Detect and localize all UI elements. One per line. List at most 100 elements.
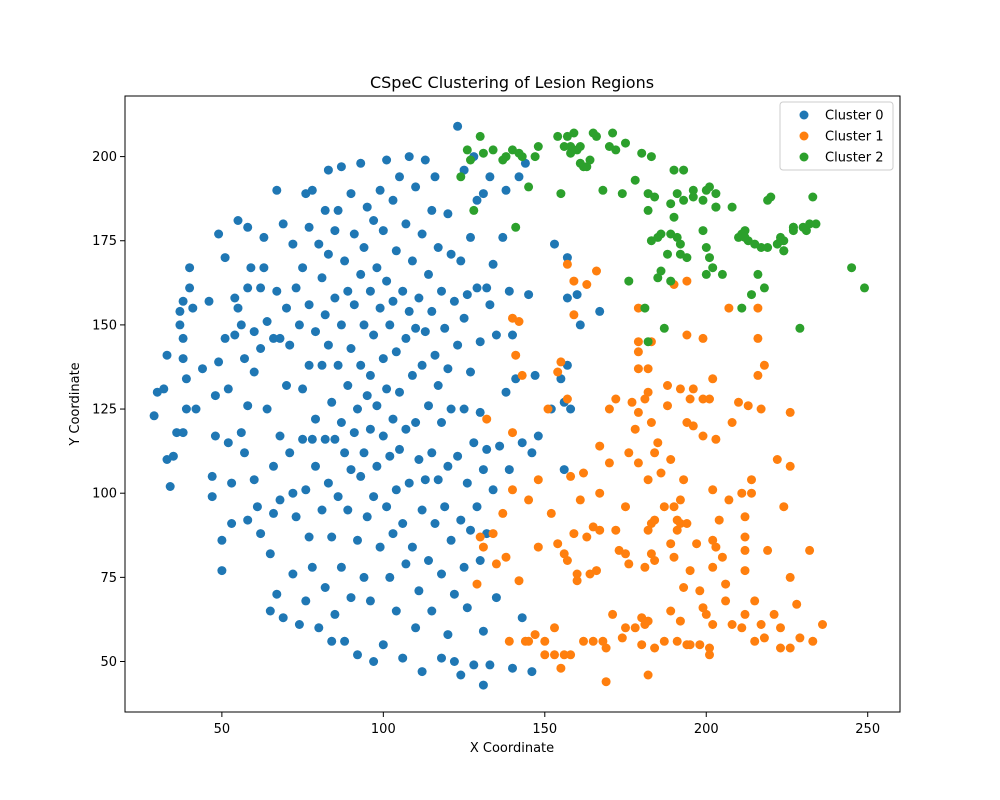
cluster-2-point xyxy=(711,202,721,212)
cluster-0-point xyxy=(362,202,372,212)
cluster-1-point xyxy=(653,438,663,448)
cluster-0-point xyxy=(178,354,188,364)
cluster-0-point xyxy=(372,401,382,411)
cluster-1-point xyxy=(556,663,566,673)
cluster-2-point xyxy=(640,303,650,313)
cluster-1-point xyxy=(805,545,815,555)
cluster-0-point xyxy=(433,243,443,252)
cluster-0-point xyxy=(178,296,188,306)
cluster-2-point xyxy=(701,243,711,252)
cluster-1-point xyxy=(737,623,747,633)
cluster-0-point xyxy=(404,478,414,488)
cluster-0-point xyxy=(288,488,298,498)
cluster-1-point xyxy=(750,636,760,646)
cluster-0-point xyxy=(388,529,398,539)
cluster-0-point xyxy=(475,556,485,565)
cluster-0-point xyxy=(304,222,314,232)
cluster-0-point xyxy=(349,300,359,310)
cluster-0-point xyxy=(472,195,482,205)
cluster-2-point xyxy=(672,232,682,242)
cluster-0-point xyxy=(191,404,201,414)
cluster-1-point xyxy=(533,475,543,485)
cluster-0-point xyxy=(311,461,320,471)
cluster-0-point xyxy=(323,478,333,488)
cluster-0-point xyxy=(485,660,495,670)
cluster-1-point xyxy=(562,556,572,565)
cluster-0-point xyxy=(353,535,362,545)
cluster-1-point xyxy=(633,407,643,417)
cluster-2-point xyxy=(682,253,692,263)
cluster-0-point xyxy=(437,653,446,663)
cluster-1-point xyxy=(595,488,605,498)
cluster-1-point xyxy=(747,488,756,498)
cluster-0-point xyxy=(168,451,178,461)
cluster-1-point xyxy=(524,495,534,505)
cluster-1-point xyxy=(717,552,727,562)
cluster-0-point xyxy=(243,515,253,525)
cluster-1-point xyxy=(559,549,569,559)
cluster-0-point xyxy=(330,226,340,236)
cluster-0-point xyxy=(462,603,472,613)
cluster-0-point xyxy=(424,269,433,279)
cluster-1-point xyxy=(698,394,708,404)
cluster-2-point xyxy=(621,138,630,148)
cluster-1-point xyxy=(740,512,750,522)
cluster-0-point xyxy=(407,370,417,380)
cluster-0-point xyxy=(301,485,311,495)
cluster-0-point xyxy=(262,317,272,326)
cluster-0-point xyxy=(314,623,324,633)
cluster-0-point xyxy=(365,596,375,606)
cluster-0-point xyxy=(356,269,366,279)
cluster-0-point xyxy=(346,189,356,199)
cluster-0-point xyxy=(388,195,398,205)
cluster-0-point xyxy=(243,222,253,232)
cluster-1-point xyxy=(550,623,559,633)
cluster-0-point xyxy=(466,367,475,377)
cluster-2-point xyxy=(517,152,527,162)
cluster-1-point xyxy=(721,596,731,606)
cluster-0-point xyxy=(517,613,527,623)
cluster-1-point xyxy=(643,525,653,535)
cluster-1-point xyxy=(779,502,789,512)
cluster-0-point xyxy=(382,502,392,512)
cluster-2-point xyxy=(524,182,534,192)
cluster-0-point xyxy=(440,502,450,512)
cluster-0-point xyxy=(323,165,333,175)
cluster-1-point xyxy=(491,559,501,569)
cluster-1-point xyxy=(753,303,763,313)
y-tick-label: 100 xyxy=(92,487,117,502)
y-tick-label: 50 xyxy=(100,655,117,670)
cluster-1-point xyxy=(698,431,708,441)
cluster-0-point xyxy=(207,471,217,481)
cluster-2-point xyxy=(643,337,653,347)
cluster-0-point xyxy=(378,431,388,441)
cluster-0-point xyxy=(327,636,337,646)
cluster-2-point xyxy=(585,155,595,165)
cluster-1-point xyxy=(624,448,634,458)
y-axis-label: Y Coordinate xyxy=(68,362,83,446)
cluster-1-point xyxy=(553,367,563,377)
points-layer xyxy=(149,121,869,690)
legend-marker-cluster-1 xyxy=(799,131,809,141)
cluster-2-point xyxy=(598,185,608,195)
cluster-1-point xyxy=(705,643,714,653)
cluster-0-point xyxy=(307,434,317,444)
cluster-1-point xyxy=(785,461,795,471)
cluster-2-point xyxy=(679,165,689,175)
cluster-1-point xyxy=(646,549,656,559)
cluster-0-point xyxy=(417,667,427,677)
cluster-1-point xyxy=(663,381,672,390)
cluster-2-point xyxy=(811,219,821,229)
cluster-1-point xyxy=(727,620,737,629)
cluster-0-point xyxy=(278,613,288,623)
cluster-0-point xyxy=(275,495,285,505)
cluster-0-point xyxy=(572,290,582,300)
cluster-0-point xyxy=(514,172,524,182)
legend-items: Cluster 0 Cluster 1 Cluster 2 xyxy=(799,109,884,166)
cluster-1-point xyxy=(633,303,643,313)
cluster-0-point xyxy=(359,572,369,582)
cluster-0-point xyxy=(272,589,282,599)
x-tick-label: 250 xyxy=(855,722,880,737)
cluster-0-point xyxy=(437,569,446,579)
cluster-0-point xyxy=(382,276,392,286)
